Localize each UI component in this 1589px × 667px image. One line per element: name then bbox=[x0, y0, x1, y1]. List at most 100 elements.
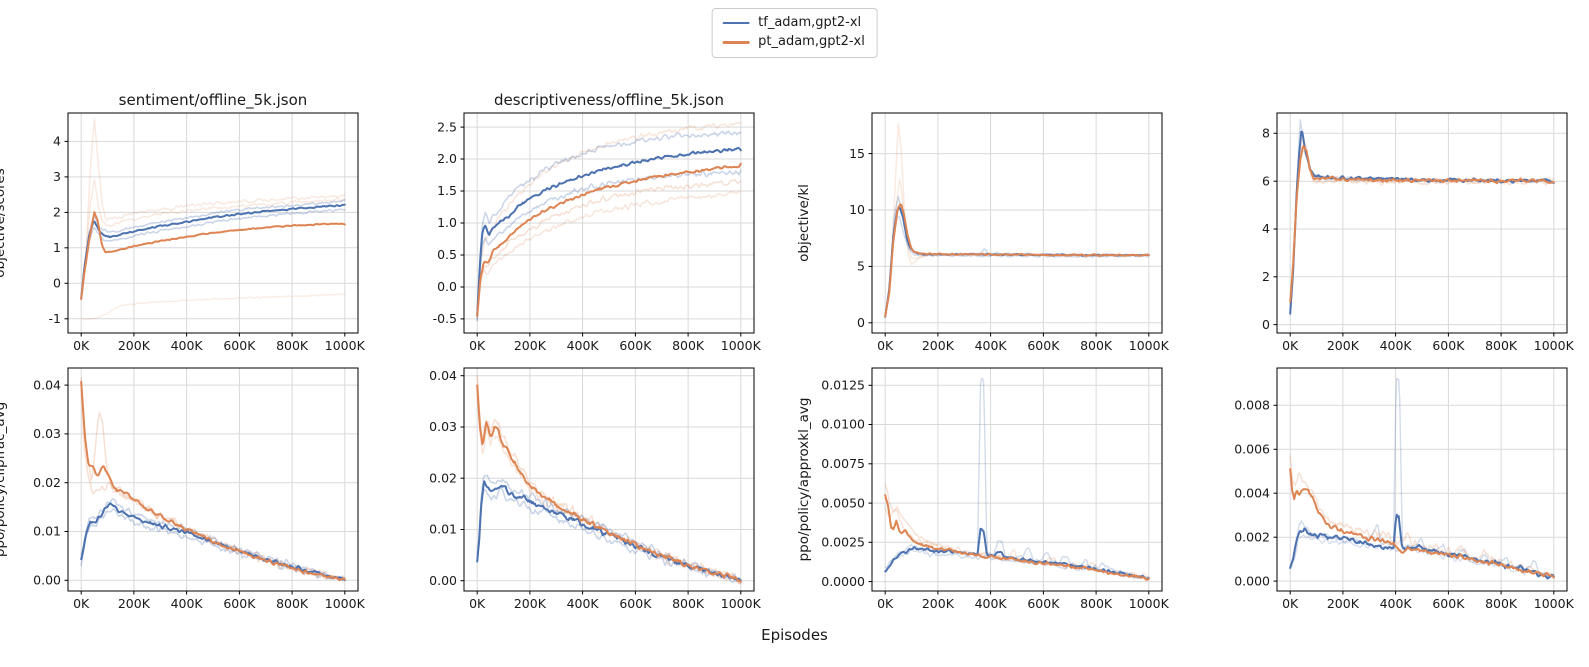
x-tick-label: 400K bbox=[975, 596, 1008, 611]
y-tick-label: 2.0 bbox=[437, 151, 457, 166]
subplot-approxkl-right: 0K 200K 400K 600K 800K 1000K 0.000 0.002 0.004 0.… bbox=[1199, 340, 1583, 635]
y-tick-label: 0.01 bbox=[33, 524, 61, 539]
x-tick-label: 200K bbox=[118, 596, 151, 611]
series-line-pt_adam-mean bbox=[1289, 145, 1555, 303]
y-tick-label: 0.0050 bbox=[821, 495, 865, 510]
x-tick-label: 400K bbox=[1380, 338, 1413, 353]
x-tick-label: 0K bbox=[1282, 596, 1299, 611]
subplot-title: descriptiveness/offline_5k.json bbox=[494, 91, 724, 110]
y-tick-label: 0 bbox=[857, 315, 865, 330]
y-tick-label: 0.000 bbox=[1234, 573, 1270, 588]
gridlines bbox=[872, 113, 1162, 333]
axes-spines bbox=[67, 112, 359, 334]
x-tick-label: 800K bbox=[1485, 338, 1518, 353]
x-tick-label: 800K bbox=[1485, 596, 1518, 611]
x-tick-label: 0K bbox=[73, 596, 90, 611]
series-line-tf-seed-down bbox=[80, 208, 346, 300]
y-tick-label: 0.006 bbox=[1234, 442, 1270, 457]
y-tick-label: 0.02 bbox=[429, 470, 457, 485]
y-tick-label: 0 bbox=[1262, 317, 1270, 332]
series-line-pt_adam-mean bbox=[476, 162, 742, 318]
gridlines bbox=[464, 113, 754, 333]
series-lines bbox=[1289, 377, 1555, 580]
legend-entry-pt: pt_adam,gpt2-xl bbox=[722, 34, 865, 49]
y-tick-label: 0.5 bbox=[437, 247, 457, 262]
subplot-kl-right: 0K 200K 400K 600K 800K 1000K 0 2 4 6 8 bbox=[1199, 85, 1583, 377]
y-tick-label: 0.00 bbox=[33, 573, 61, 588]
x-tick-label: 800K bbox=[672, 596, 705, 611]
y-tick-label: -0.5 bbox=[433, 311, 457, 326]
legend-entry-tf: tf_adam,gpt2-xl bbox=[722, 15, 865, 30]
y-tick-label: 8 bbox=[1262, 126, 1270, 141]
y-tick-label: 0.00 bbox=[429, 573, 457, 588]
subplot-approxkl: 0K 200K 400K 600K 800K 1000K 0.0000 0.0025 0.005… bbox=[794, 340, 1178, 635]
x-tick-label: 200K bbox=[922, 596, 955, 611]
axes-spines bbox=[871, 367, 1163, 592]
x-tick-label: 400K bbox=[975, 338, 1008, 353]
subplot-clipfrac-descriptiveness: 0K 200K 400K 600K 800K 1000K 0.00 0.01 0.02 0.03 0… bbox=[386, 340, 770, 635]
legend-line-icon bbox=[722, 41, 750, 44]
x-tick-label: 1000K bbox=[1129, 596, 1170, 611]
series-line-pt-seed-mid bbox=[476, 179, 742, 319]
y-tick-label: 4 bbox=[1262, 221, 1270, 236]
series-line-tf-seed-spiky bbox=[884, 377, 1150, 580]
x-tick-label: 600K bbox=[619, 338, 652, 353]
subplot-canvas-kl-right: 0K 200K 400K 600K 800K 1000K 0 2 4 6 8 bbox=[1262, 112, 1575, 353]
y-tick-label: -1 bbox=[49, 311, 61, 326]
x-tick-label: 800K bbox=[1080, 596, 1113, 611]
series-line-tf_adam-mean bbox=[884, 206, 1150, 318]
series-line-tf-seed-up bbox=[80, 199, 346, 299]
y-tick-label: 0.0125 bbox=[821, 378, 865, 393]
subplot-objective-kl: 0K 200K 400K 600K 800K 1000K 0 5 10 15 objective/k… bbox=[794, 85, 1178, 377]
y-tick-label: 0.0025 bbox=[821, 535, 865, 550]
tick-labels: 0K 200K 400K 600K 800K 1000K 0.000 0.002 0.004 0.… bbox=[1234, 398, 1574, 612]
subplot-canvas-objective-kl: 0K 200K 400K 600K 800K 1000K 0 5 10 15 objective/k… bbox=[796, 112, 1170, 353]
subplot-ylabel: objective/scores bbox=[0, 168, 8, 278]
y-tick-label: 1 bbox=[53, 240, 61, 255]
axes-spines bbox=[1276, 112, 1568, 334]
series-lines bbox=[80, 118, 346, 320]
x-tick-label: 400K bbox=[567, 338, 600, 353]
subplot-scores-descriptiveness: 0K 200K 400K 600K 800K 1000K -0.5 0.0 0.5 1.0 1.5 2… bbox=[386, 85, 770, 377]
series-lines bbox=[476, 374, 742, 585]
subplot-scores-sentiment: 0K 200K 400K 600K 800K 1000K -1 0 1 2 3 4 sentiment/… bbox=[0, 85, 374, 377]
series-line-pt_adam-mean bbox=[884, 203, 1150, 318]
y-tick-label: 0.008 bbox=[1234, 398, 1270, 413]
legend-line-icon bbox=[722, 21, 750, 25]
x-tick-label: 800K bbox=[276, 596, 309, 611]
series-line-pt_adam-mean bbox=[1289, 468, 1555, 579]
y-tick-label: 1.5 bbox=[437, 183, 457, 198]
y-tick-label: 2 bbox=[53, 205, 61, 220]
series-line-tf-seed-top bbox=[476, 130, 742, 321]
x-tick-label: 800K bbox=[672, 338, 705, 353]
x-tick-label: 200K bbox=[1327, 596, 1360, 611]
series-line-pt-seed-b bbox=[80, 390, 346, 582]
y-tick-label: 0.004 bbox=[1234, 485, 1270, 500]
y-tick-label: 0.0075 bbox=[821, 456, 865, 471]
x-tick-label: 800K bbox=[1080, 338, 1113, 353]
x-tick-label: 400K bbox=[171, 338, 204, 353]
gridlines bbox=[1277, 113, 1567, 333]
subplot-canvas-scores-descriptiveness: 0K 200K 400K 600K 800K 1000K -0.5 0.0 0.5 1.0 1.5 2… bbox=[433, 91, 762, 353]
x-tick-label: 0K bbox=[73, 338, 90, 353]
x-tick-label: 600K bbox=[1432, 338, 1465, 353]
series-line-pt-seed-b bbox=[1289, 150, 1555, 306]
x-tick-label: 0K bbox=[877, 338, 894, 353]
x-tick-label: 600K bbox=[223, 338, 256, 353]
series-line-pt-seed-a bbox=[1289, 454, 1555, 580]
subplot-title: sentiment/offline_5k.json bbox=[119, 91, 308, 110]
series-line-tf-seed-spike bbox=[1289, 119, 1555, 316]
x-tick-label: 0K bbox=[877, 596, 894, 611]
series-line-pt_adam-mean bbox=[476, 384, 742, 583]
subplot-clipfrac-sentiment: 0K 200K 400K 600K 800K 1000K 0.00 0.01 0.02 0.03 0… bbox=[0, 340, 374, 635]
x-tick-label: 0K bbox=[469, 338, 486, 353]
y-tick-label: 2 bbox=[1262, 269, 1270, 284]
x-tick-label: 1000K bbox=[325, 596, 366, 611]
y-tick-label: 0.0100 bbox=[821, 417, 865, 432]
x-tick-label: 600K bbox=[1027, 596, 1060, 611]
gridlines bbox=[872, 368, 1162, 591]
series-line-pt-seed-b bbox=[884, 507, 1150, 578]
series-lines bbox=[80, 377, 346, 582]
y-tick-label: 0 bbox=[53, 276, 61, 291]
x-tick-label: 1000K bbox=[721, 338, 762, 353]
